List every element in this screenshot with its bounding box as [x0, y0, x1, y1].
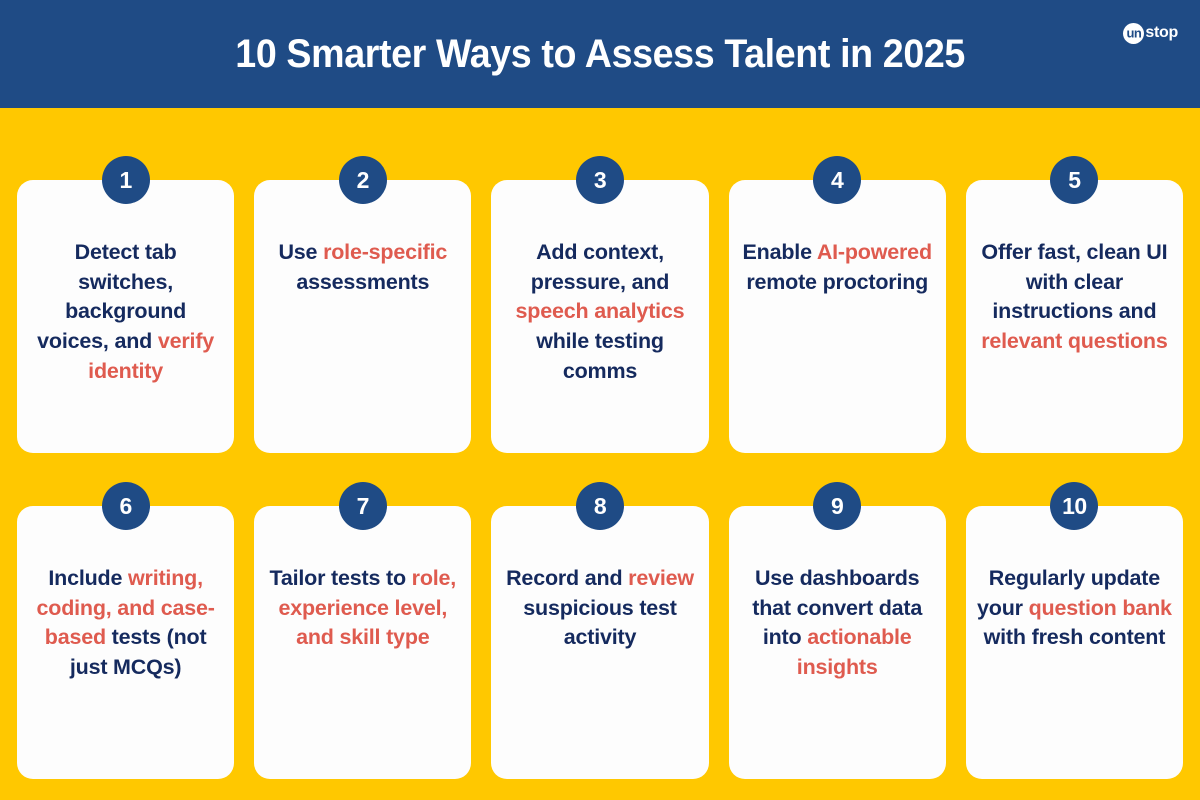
- highlighted-text: question bank: [1028, 595, 1172, 620]
- card-number: 6: [119, 492, 132, 519]
- card-number: 9: [831, 492, 844, 519]
- plain-text: while testing comms: [536, 328, 664, 383]
- card-text: Detect tab switches, background voices, …: [27, 238, 224, 439]
- tip-card: 8 Record and review suspicious test acti…: [491, 482, 709, 779]
- logo-mark-text: un: [1126, 25, 1142, 40]
- card-text: Include writing, coding, and case-based …: [27, 564, 224, 765]
- highlighted-text: actionable insights: [796, 625, 912, 679]
- plain-text: Use dashboards that convert data into: [752, 566, 923, 650]
- card-text: Use dashboards that convert data into ac…: [739, 564, 936, 765]
- cards-grid: 1 Detect tab switches, background voices…: [17, 156, 1184, 779]
- card-text: Add context, pressure, and speech analyt…: [501, 238, 698, 439]
- plain-text: remote proctoring: [746, 269, 929, 294]
- card-number-badge: 10: [1050, 482, 1099, 530]
- card-number-badge: 1: [101, 156, 150, 204]
- card-text: Tailor tests to role, experience level, …: [264, 564, 461, 765]
- plain-text: Include: [48, 566, 128, 590]
- card-text: Regularly update your question bank with…: [976, 564, 1173, 765]
- card-number: 3: [593, 166, 607, 193]
- tip-card: 5 Offer fast, clean UI with clear instru…: [965, 156, 1184, 453]
- plain-text: Tailor tests to: [269, 566, 412, 590]
- plain-text: Offer fast, clean UI with clear instruct…: [981, 240, 1168, 324]
- plain-text: assessments: [296, 269, 430, 294]
- plain-text: with fresh content: [983, 625, 1166, 650]
- card-number-badge: 8: [576, 482, 624, 530]
- card-number-badge: 9: [813, 482, 862, 530]
- card-number-badge: 3: [576, 156, 624, 204]
- card-number-badge: 4: [813, 156, 862, 204]
- plain-text: Use: [278, 240, 324, 264]
- card-number: 10: [1062, 492, 1087, 519]
- tip-card: 9 Use dashboards that convert data into …: [728, 482, 946, 779]
- card-text: Record and review suspicious test activi…: [501, 564, 698, 765]
- card-number-badge: 7: [338, 482, 387, 530]
- card-number-badge: 6: [101, 482, 150, 530]
- plain-text: Record and: [506, 566, 629, 590]
- plain-text: Enable: [742, 240, 817, 264]
- tip-card: 1 Detect tab switches, background voices…: [17, 156, 235, 453]
- header-banner: 10 Smarter Ways to Assess Talent in 2025…: [0, 0, 1200, 108]
- tip-card: 4 Enable AI-powered remote proctoring: [728, 156, 946, 453]
- highlighted-text: role-specific: [323, 240, 448, 264]
- highlighted-text: AI-powered: [816, 240, 932, 264]
- card-number: 1: [119, 166, 132, 193]
- highlighted-text: writing, coding, and case-based: [36, 566, 215, 650]
- logo-circle-icon: un: [1123, 22, 1145, 44]
- plain-text: suspicious test activity: [523, 595, 677, 650]
- tip-card: 10 Regularly update your question bank w…: [965, 482, 1184, 779]
- plain-text: Add context, pressure, and: [530, 240, 670, 294]
- tip-card: 7 Tailor tests to role, experience level…: [254, 482, 472, 779]
- card-number-badge: 2: [338, 156, 387, 204]
- card-number: 2: [356, 166, 370, 193]
- highlighted-text: speech analytics: [515, 299, 685, 324]
- highlighted-text: relevant questions: [981, 328, 1168, 353]
- plain-text: tests (not just MCQs): [69, 625, 207, 679]
- card-number-badge: 5: [1050, 156, 1099, 204]
- card-number: 7: [356, 492, 370, 519]
- card-text: Offer fast, clean UI with clear instruct…: [976, 238, 1173, 439]
- card-number: 5: [1068, 166, 1081, 193]
- cards-row-1: 1 Detect tab switches, background voices…: [17, 156, 1184, 453]
- tip-card: 2 Use role-specific assessments: [254, 156, 472, 453]
- unstop-logo: un stop: [1123, 20, 1178, 46]
- cards-row-2: 6 Include writing, coding, and case-base…: [17, 482, 1184, 779]
- tip-card: 6 Include writing, coding, and case-base…: [17, 482, 235, 779]
- tip-card: 3 Add context, pressure, and speech anal…: [491, 156, 709, 453]
- plain-text: Regularly update your: [977, 566, 1161, 620]
- highlighted-text: role, experience level, and skill type: [278, 566, 457, 650]
- card-number: 4: [831, 166, 844, 193]
- card-number: 8: [593, 492, 607, 519]
- logo-wordmark: stop: [1145, 24, 1178, 41]
- highlighted-text: review: [628, 566, 694, 590]
- page-title: 10 Smarter Ways to Assess Talent in 2025: [235, 32, 965, 76]
- card-text: Use role-specific assessments: [264, 238, 461, 439]
- card-text: Enable AI-powered remote proctoring: [739, 238, 936, 439]
- highlighted-text: verify identity: [88, 328, 215, 383]
- plain-text: Detect tab switches, background voices, …: [37, 240, 187, 353]
